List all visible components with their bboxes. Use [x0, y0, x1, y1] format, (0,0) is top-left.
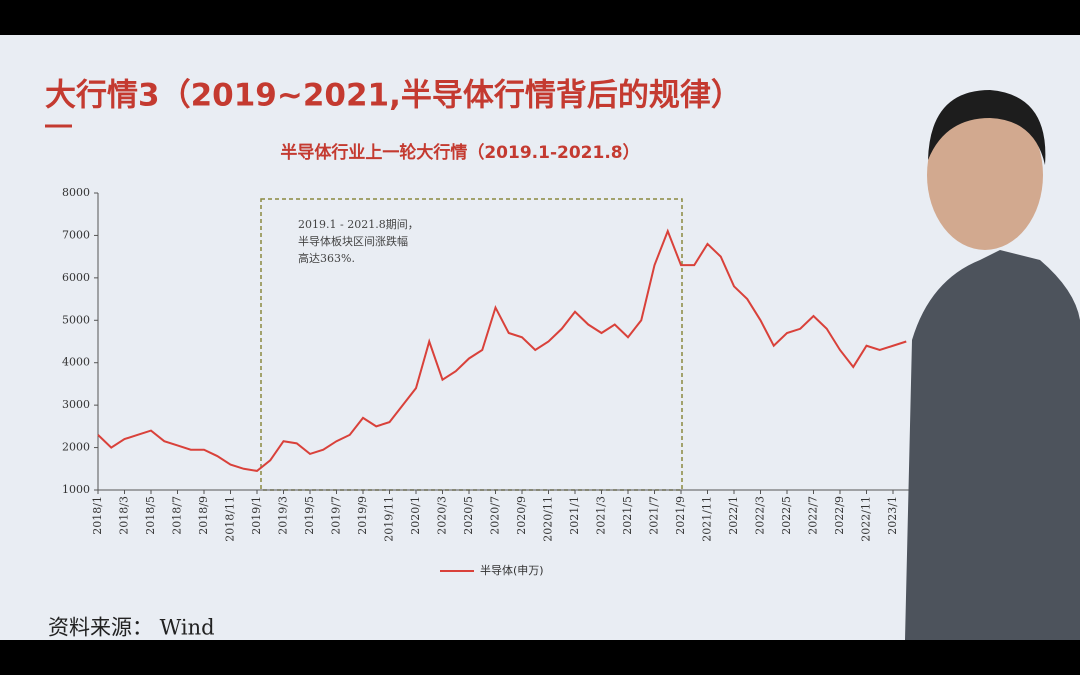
x-tick-label: 2020/3 [436, 496, 449, 535]
x-tick-label: 2018/11 [224, 496, 237, 542]
chart-title: 半导体行业上一轮大行情（2019.1-2021.8） [280, 142, 639, 163]
y-tick-label: 6000 [62, 271, 90, 284]
x-tick-label: 2018/9 [197, 496, 210, 535]
x-tick-label: 2022/5 [780, 496, 793, 535]
y-tick-label: 8000 [62, 186, 90, 199]
x-tick-label: 2019/7 [330, 496, 343, 535]
presenter-body [905, 250, 1080, 640]
x-tick-label: 2021/5 [621, 496, 634, 535]
x-tick-label: 2022/3 [754, 496, 767, 535]
x-tick-label: 2021/11 [701, 496, 714, 542]
legend-label: 半导体(申万) [480, 563, 544, 577]
slide-title: 大行情3（2019~2021,半导体行情背后的规律） [45, 78, 742, 114]
y-tick-label: 4000 [62, 356, 90, 369]
source-note: 资料来源： Wind [48, 616, 215, 640]
x-tick-label: 2020/1 [409, 496, 422, 535]
x-tick-label: 2019/11 [383, 496, 396, 542]
x-tick-label: 2021/7 [648, 496, 661, 535]
data-line [97, 228, 907, 472]
y-tick-label: 1000 [62, 483, 90, 496]
x-tick-label: 2022/7 [807, 496, 820, 535]
x-tick-label: 2022/11 [860, 496, 873, 542]
x-tick-label: 2023/1 [886, 496, 899, 535]
x-tick-label: 2021/1 [568, 496, 581, 535]
slide-background [0, 35, 1080, 640]
x-tick-label: 2020/5 [462, 496, 475, 535]
presenter-hair [928, 90, 1046, 165]
y-tick-label: 3000 [62, 398, 90, 411]
x-tick-label: 2020/9 [515, 496, 528, 535]
y-tick-label: 5000 [62, 313, 90, 326]
x-tick-label: 2022/9 [833, 496, 846, 535]
x-tick-label: 2022/1 [727, 496, 740, 535]
x-tick-label: 2019/3 [277, 496, 290, 535]
annotation: 半导体板块区间涨跌幅 [298, 234, 408, 248]
x-tick-label: 2018/7 [171, 496, 184, 535]
x-tick-label: 2021/3 [595, 496, 608, 535]
x-tick-label: 2019/9 [356, 496, 369, 535]
x-tick-label: 2020/7 [489, 496, 502, 535]
x-tick-label: 2020/11 [542, 496, 555, 542]
y-tick-label: 7000 [62, 228, 90, 241]
presenter-head [927, 100, 1043, 250]
x-tick-label: 2019/5 [303, 496, 316, 535]
annotation: 高达363%. [298, 251, 355, 265]
x-tick-label: 2019/1 [250, 496, 263, 535]
x-tick-label: 2018/3 [118, 496, 131, 535]
presenter [905, 90, 1080, 640]
annotation: 2019.1 - 2021.8期间， [298, 218, 419, 231]
y-tick-label: 2000 [62, 441, 90, 454]
x-tick-label: 2018/5 [144, 496, 157, 535]
x-tick-label: 2018/1 [91, 496, 104, 535]
x-tick-label: 2021/9 [674, 496, 687, 535]
highlight-box [260, 198, 683, 491]
plot: 1000 2000 3000 4000 5000 6000 7000 8000 2018/1 20… [62, 186, 1080, 577]
